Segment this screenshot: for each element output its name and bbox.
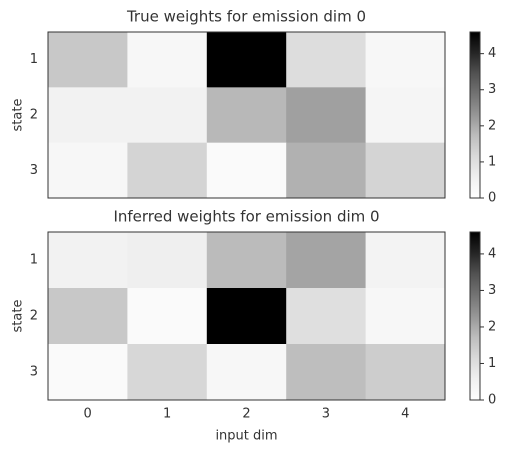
plot-frame [47, 231, 446, 401]
x-tick-label: 2 [242, 407, 250, 422]
heatmap-cell [365, 344, 446, 401]
x-tick-label: 4 [401, 407, 409, 422]
colorbar [469, 31, 481, 199]
y-axis-label: state [11, 99, 26, 132]
heatmap-cell [286, 344, 367, 401]
x-tick-label: 0 [84, 407, 92, 422]
x-tick-label: 3 [322, 407, 330, 422]
colorbar-tick-label: 4 [488, 46, 496, 61]
heatmap-cell [127, 87, 208, 144]
heatmap-cell [365, 232, 446, 289]
heatmap-cell [127, 142, 208, 199]
chart-title: Inferred weights for emission dim 0 [113, 208, 379, 226]
heatmap-cell [206, 142, 287, 199]
heatmap-cell [365, 288, 446, 345]
heatmap-cell [127, 344, 208, 401]
colorbar [469, 231, 481, 401]
heatmap-cell [206, 344, 287, 401]
colorbar-tick-label: 3 [488, 82, 496, 97]
heatmap-cell [206, 232, 287, 289]
heatmap-cell [127, 232, 208, 289]
plot-frame [47, 31, 446, 199]
y-tick-label: 2 [30, 309, 38, 324]
heatmap-cell [365, 142, 446, 199]
y-tick-label: 3 [30, 163, 38, 178]
colorbar-tick-label: 0 [488, 191, 496, 206]
y-tick-label: 3 [30, 365, 38, 380]
chart-title: True weights for emission dim 0 [126, 8, 366, 26]
heatmap-cell [365, 32, 446, 88]
heatmap-cell [48, 288, 128, 345]
colorbar-tick-label: 2 [488, 319, 496, 334]
heatmap-cell [48, 32, 128, 88]
colorbar-tick-label: 0 [488, 393, 496, 408]
colorbar-tick-label: 1 [488, 154, 496, 169]
heatmap-cell [286, 288, 367, 345]
y-tick-label: 1 [30, 253, 38, 268]
heatmap-cell [286, 32, 367, 88]
heatmap-cell [48, 344, 128, 401]
heatmap-cell [48, 232, 128, 289]
heatmap-cell [127, 288, 208, 345]
colorbar-tick-label: 1 [488, 356, 496, 371]
colorbar-tick-label: 4 [488, 246, 496, 261]
colorbar-tick-label: 3 [488, 283, 496, 298]
heatmap-cell [365, 87, 446, 144]
y-axis-label: state [11, 300, 26, 333]
y-tick-label: 2 [30, 108, 38, 123]
heatmap-cell [48, 142, 128, 199]
colorbar-tick-label: 2 [488, 118, 496, 133]
heatmap-cell [206, 32, 287, 88]
heatmap-cell [286, 142, 367, 199]
heatmap-cell [286, 87, 367, 144]
heatmap-cell [48, 87, 128, 144]
heatmap-cell [206, 87, 287, 144]
heatmap-cell [286, 232, 367, 289]
x-axis-label: input dim [215, 429, 277, 444]
x-tick-label: 1 [163, 407, 171, 422]
y-tick-label: 1 [30, 52, 38, 67]
heatmap-cell [206, 288, 287, 345]
heatmap-cell [127, 32, 208, 88]
